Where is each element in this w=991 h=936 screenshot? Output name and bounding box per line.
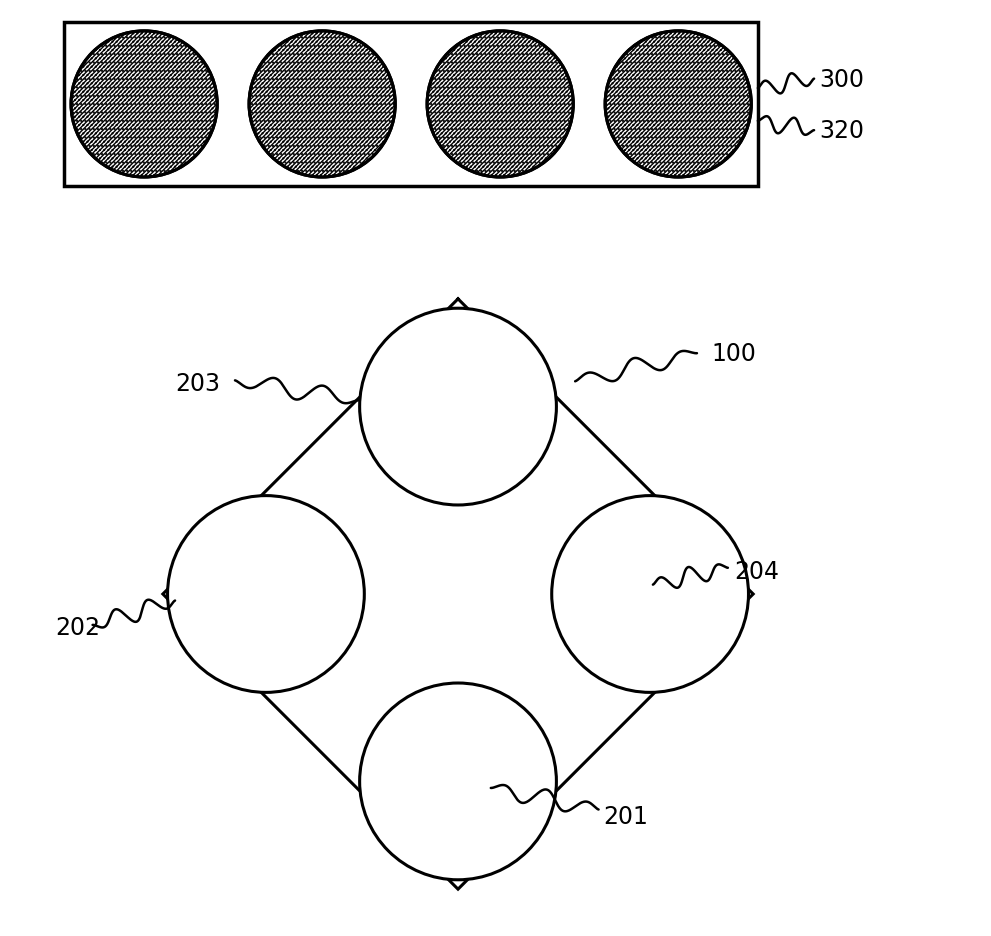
Circle shape [360,309,556,505]
Circle shape [360,683,556,880]
Circle shape [360,309,556,505]
Text: 100: 100 [711,342,756,366]
Text: 204: 204 [734,559,780,583]
Circle shape [167,496,365,693]
Circle shape [606,32,751,178]
Bar [64,23,758,187]
Circle shape [552,496,748,693]
Circle shape [552,496,748,693]
Circle shape [249,32,395,178]
Text: 300: 300 [819,67,864,92]
Circle shape [167,496,365,693]
Text: 320: 320 [819,119,864,143]
Circle shape [427,32,573,178]
Text: 202: 202 [55,615,100,639]
Text: 203: 203 [175,372,220,396]
Text: 201: 201 [604,804,648,828]
Circle shape [360,683,556,880]
Circle shape [71,32,217,178]
